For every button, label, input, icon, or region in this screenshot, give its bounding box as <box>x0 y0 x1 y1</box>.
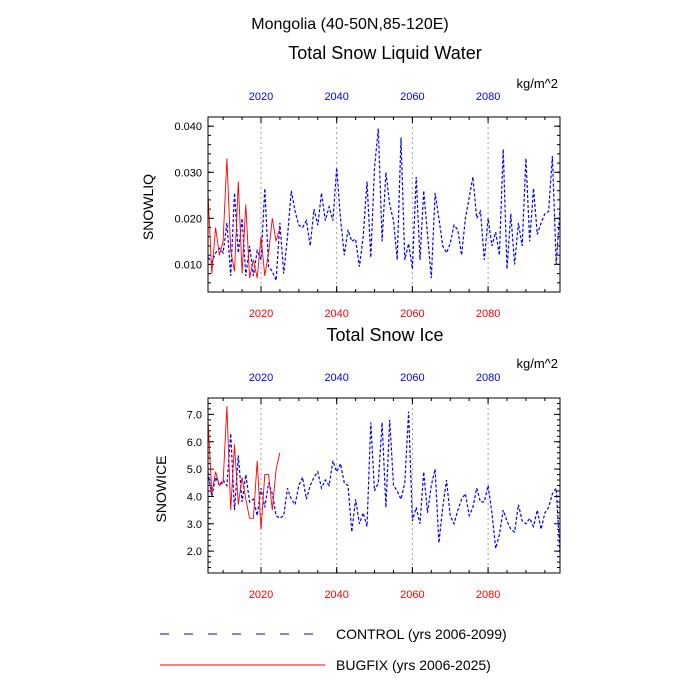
panel-snowliq-xtick-label-bottom: 2020 <box>249 308 273 320</box>
panel-snowliq-series-bugfix <box>207 158 281 279</box>
panel-snowliq-title: Total Snow Liquid Water <box>288 43 481 63</box>
legend: CONTROL (yrs 2006-2099) BUGFIX (yrs 2006… <box>160 626 507 673</box>
panel-snowice-plot: 2020 2020 2040 2040 2060 2060 2080 2080 2.0 3.0 4.… <box>187 372 561 601</box>
panel-snowliq-ylabel: SNOWLIQ <box>140 174 156 240</box>
legend-bugfix-label: BUGFIX (yrs 2006-2025) <box>336 657 491 673</box>
panel-snowliq-xtick-label-top: 2040 <box>324 91 348 103</box>
panel-snowliq-xtick-label-top: 2020 <box>249 91 273 103</box>
figure-title: Mongolia (40-50N,85-120E) <box>251 16 448 33</box>
panel-snowice-xtick-label-top: 2020 <box>249 372 273 384</box>
panel-snowice-ytick-label: 2.0 <box>187 546 202 558</box>
panel-snowliq-ytick-label: 0.020 <box>174 213 202 225</box>
panel-snowice-ytick-label: 4.0 <box>187 491 202 503</box>
panel-snowliq-units: kg/m^2 <box>516 76 558 91</box>
panel-snowliq-plot: 2020 2020 2040 2040 2060 2060 2080 2080 0.010 0.0… <box>174 91 561 320</box>
panel-snowliq-frame <box>207 116 561 293</box>
panel-snowice-title: Total Snow Ice <box>326 325 443 345</box>
legend-control-label: CONTROL (yrs 2006-2099) <box>336 626 507 642</box>
panel-snowice-xtick-label-bottom: 2040 <box>324 589 348 601</box>
panel-snowliq-xtick-label-top: 2080 <box>476 91 500 103</box>
panel-snowliq-ytick-label: 0.030 <box>174 167 202 179</box>
panel-snowliq-xtick-label-bottom: 2040 <box>324 308 348 320</box>
panel-snowice-ytick-label: 3.0 <box>187 519 202 531</box>
panel-snowice-xtick-label-bottom: 2020 <box>249 589 273 601</box>
panel-snowliq-xtick-label-top: 2060 <box>400 91 424 103</box>
panel-snowliq: Total Snow Liquid Water kg/m^2 SNOWLIQ 2… <box>140 43 561 320</box>
panel-snowice: Total Snow Ice kg/m^2 SNOWICE 2020202020… <box>153 325 561 601</box>
panel-snowliq-ytick-label: 0.040 <box>174 121 202 133</box>
panel-snowliq-xtick-label-bottom: 2060 <box>400 308 424 320</box>
panel-snowice-xtick-label-top: 2080 <box>476 372 500 384</box>
panel-snowice-ytick-label: 5.0 <box>187 464 202 476</box>
panel-snowice-series-bugfix <box>207 406 281 530</box>
panel-snowice-xtick-label-top: 2060 <box>400 372 424 384</box>
panel-snowice-ylabel: SNOWICE <box>153 456 169 523</box>
panel-snowice-series-control <box>207 411 561 554</box>
panel-snowice-xtick-label-bottom: 2080 <box>476 589 500 601</box>
panel-snowliq-ytick-label: 0.010 <box>174 259 202 271</box>
panel-snowice-ytick-label: 7.0 <box>187 409 202 421</box>
panel-snowice-xtick-label-top: 2040 <box>324 372 348 384</box>
panel-snowice-ytick-label: 6.0 <box>187 437 202 449</box>
panel-snowliq-xtick-label-bottom: 2080 <box>476 308 500 320</box>
panel-snowliq-series-control <box>207 128 561 281</box>
panel-snowice-xtick-label-bottom: 2060 <box>400 589 424 601</box>
panel-snowice-units: kg/m^2 <box>516 356 558 371</box>
panel-snowice-frame <box>207 397 561 574</box>
